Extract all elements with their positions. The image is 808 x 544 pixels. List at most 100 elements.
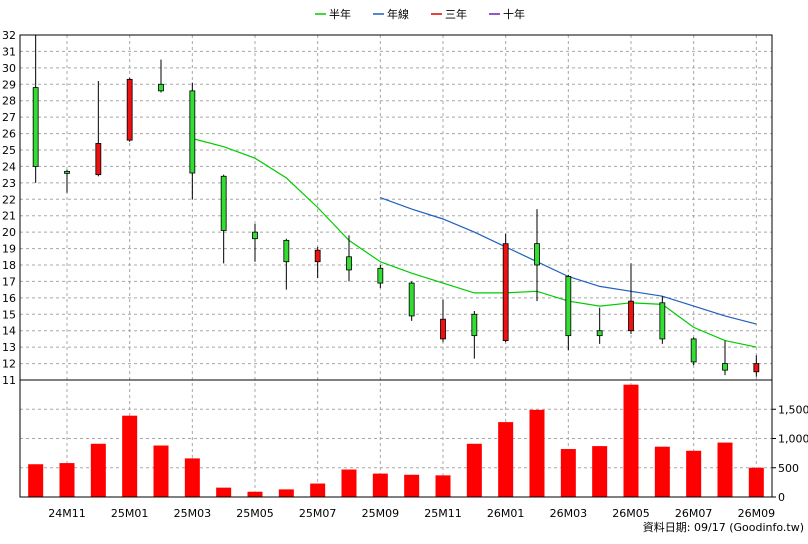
candlestick	[502, 233, 509, 343]
candlestick	[596, 307, 603, 344]
price-tick-label: 23	[2, 177, 16, 190]
price-tick-label: 12	[2, 358, 16, 371]
price-tick-label: 20	[2, 226, 16, 239]
candlestick	[220, 174, 227, 264]
price-tick-label: 19	[2, 243, 16, 256]
grid	[20, 34, 772, 497]
candlestick	[628, 263, 634, 334]
candlestick	[252, 223, 258, 262]
legend-item: 三年	[431, 7, 467, 21]
candle-body	[252, 231, 258, 240]
candle-body	[628, 300, 634, 332]
candle-body	[722, 363, 728, 371]
volume-bar	[404, 474, 420, 497]
price-tick-label: 26	[2, 128, 16, 141]
legend-item: 半年	[315, 7, 351, 21]
candlestick	[314, 246, 321, 279]
candlestick	[126, 77, 133, 142]
legend-item: 十年	[489, 7, 525, 21]
month-tick-label: 25M07	[299, 507, 337, 520]
price-panel-frame	[19, 34, 773, 381]
candle-body	[690, 338, 697, 363]
volume-bar	[529, 409, 545, 497]
volume-bar	[372, 473, 388, 497]
volume-bar	[498, 422, 514, 497]
volume-bar	[654, 446, 670, 497]
candlestick	[471, 311, 478, 359]
legend-label: 半年	[329, 7, 351, 21]
volume-bar	[278, 489, 294, 497]
candlestick	[377, 265, 384, 288]
legend-label: 年線	[387, 7, 409, 21]
candle-body	[565, 276, 572, 337]
price-tick-label: 21	[2, 210, 16, 223]
volume-tick-label: 500	[778, 462, 799, 475]
price-tick-label: 25	[2, 144, 16, 157]
price-tick-label: 13	[2, 341, 16, 354]
month-tick-label: 26M07	[675, 507, 713, 520]
price-tick-label: 11	[2, 374, 16, 387]
candle-body	[64, 170, 70, 174]
candle-body	[596, 330, 603, 337]
volume-bar	[122, 415, 138, 497]
candle-body	[471, 313, 478, 337]
volume-bar	[153, 445, 169, 497]
axes: 11 12 13 14 15 16 17 18 19 20 21 22 23 24 25 26 27 28 29 30…	[2, 29, 808, 520]
month-tick-label: 25M05	[236, 507, 274, 520]
candle-body	[659, 302, 666, 340]
month-tick-label: 26M03	[550, 507, 588, 520]
volume-bar	[247, 491, 263, 497]
volume-tick-label: 1,500	[778, 403, 808, 416]
candle-body	[32, 87, 39, 167]
candlestick	[158, 59, 164, 93]
price-tick-label: 24	[2, 160, 16, 173]
volume-bar	[466, 443, 482, 497]
price-tick-label: 28	[2, 95, 16, 108]
candle-body	[753, 363, 760, 373]
candlestick	[722, 340, 728, 376]
volume-bar	[341, 469, 357, 497]
candlestick	[659, 296, 666, 344]
legend: 半年 年線 三年 十年	[315, 7, 525, 21]
candle-body	[158, 83, 164, 92]
candle-body	[534, 243, 540, 266]
candlestick	[408, 281, 415, 321]
volume-tick-label: 0	[778, 491, 785, 504]
candle-body	[440, 318, 446, 340]
price-tick-label: 16	[2, 292, 16, 305]
candlestick	[32, 35, 39, 183]
month-tick-label: 26M09	[738, 507, 776, 520]
candlestick	[283, 238, 290, 290]
candle-body	[189, 90, 196, 174]
month-tick-label: 25M09	[362, 507, 400, 520]
price-tick-label: 17	[2, 275, 16, 288]
month-tick-label: 25M01	[111, 507, 149, 520]
month-tick-label: 25M11	[424, 507, 462, 520]
price-tick-label: 31	[2, 45, 16, 58]
candle-body	[126, 78, 133, 141]
volume-bar	[592, 446, 608, 497]
candlestick	[189, 82, 196, 200]
volume-bar	[435, 475, 451, 497]
volume-bar	[686, 450, 702, 497]
candle-body	[220, 175, 227, 231]
candlestick	[753, 355, 760, 377]
volume-bar	[560, 449, 576, 497]
candlestick	[346, 235, 352, 282]
source-date-label: 資料日期: 09/17 (Goodinfo.tw)	[643, 520, 804, 534]
candlestick	[440, 299, 446, 343]
legend-label: 三年	[445, 7, 467, 21]
price-tick-label: 29	[2, 78, 16, 91]
month-tick-label: 26M05	[612, 507, 650, 520]
price-tick-label: 18	[2, 259, 16, 272]
month-tick-label: 25M03	[174, 507, 212, 520]
volume-bar	[717, 442, 733, 497]
volume-bar	[90, 443, 106, 497]
volume-bar	[184, 458, 200, 497]
candlestick	[64, 169, 70, 193]
price-tick-label: 22	[2, 193, 16, 206]
chart-marks	[28, 35, 764, 497]
candle-body	[377, 267, 384, 284]
